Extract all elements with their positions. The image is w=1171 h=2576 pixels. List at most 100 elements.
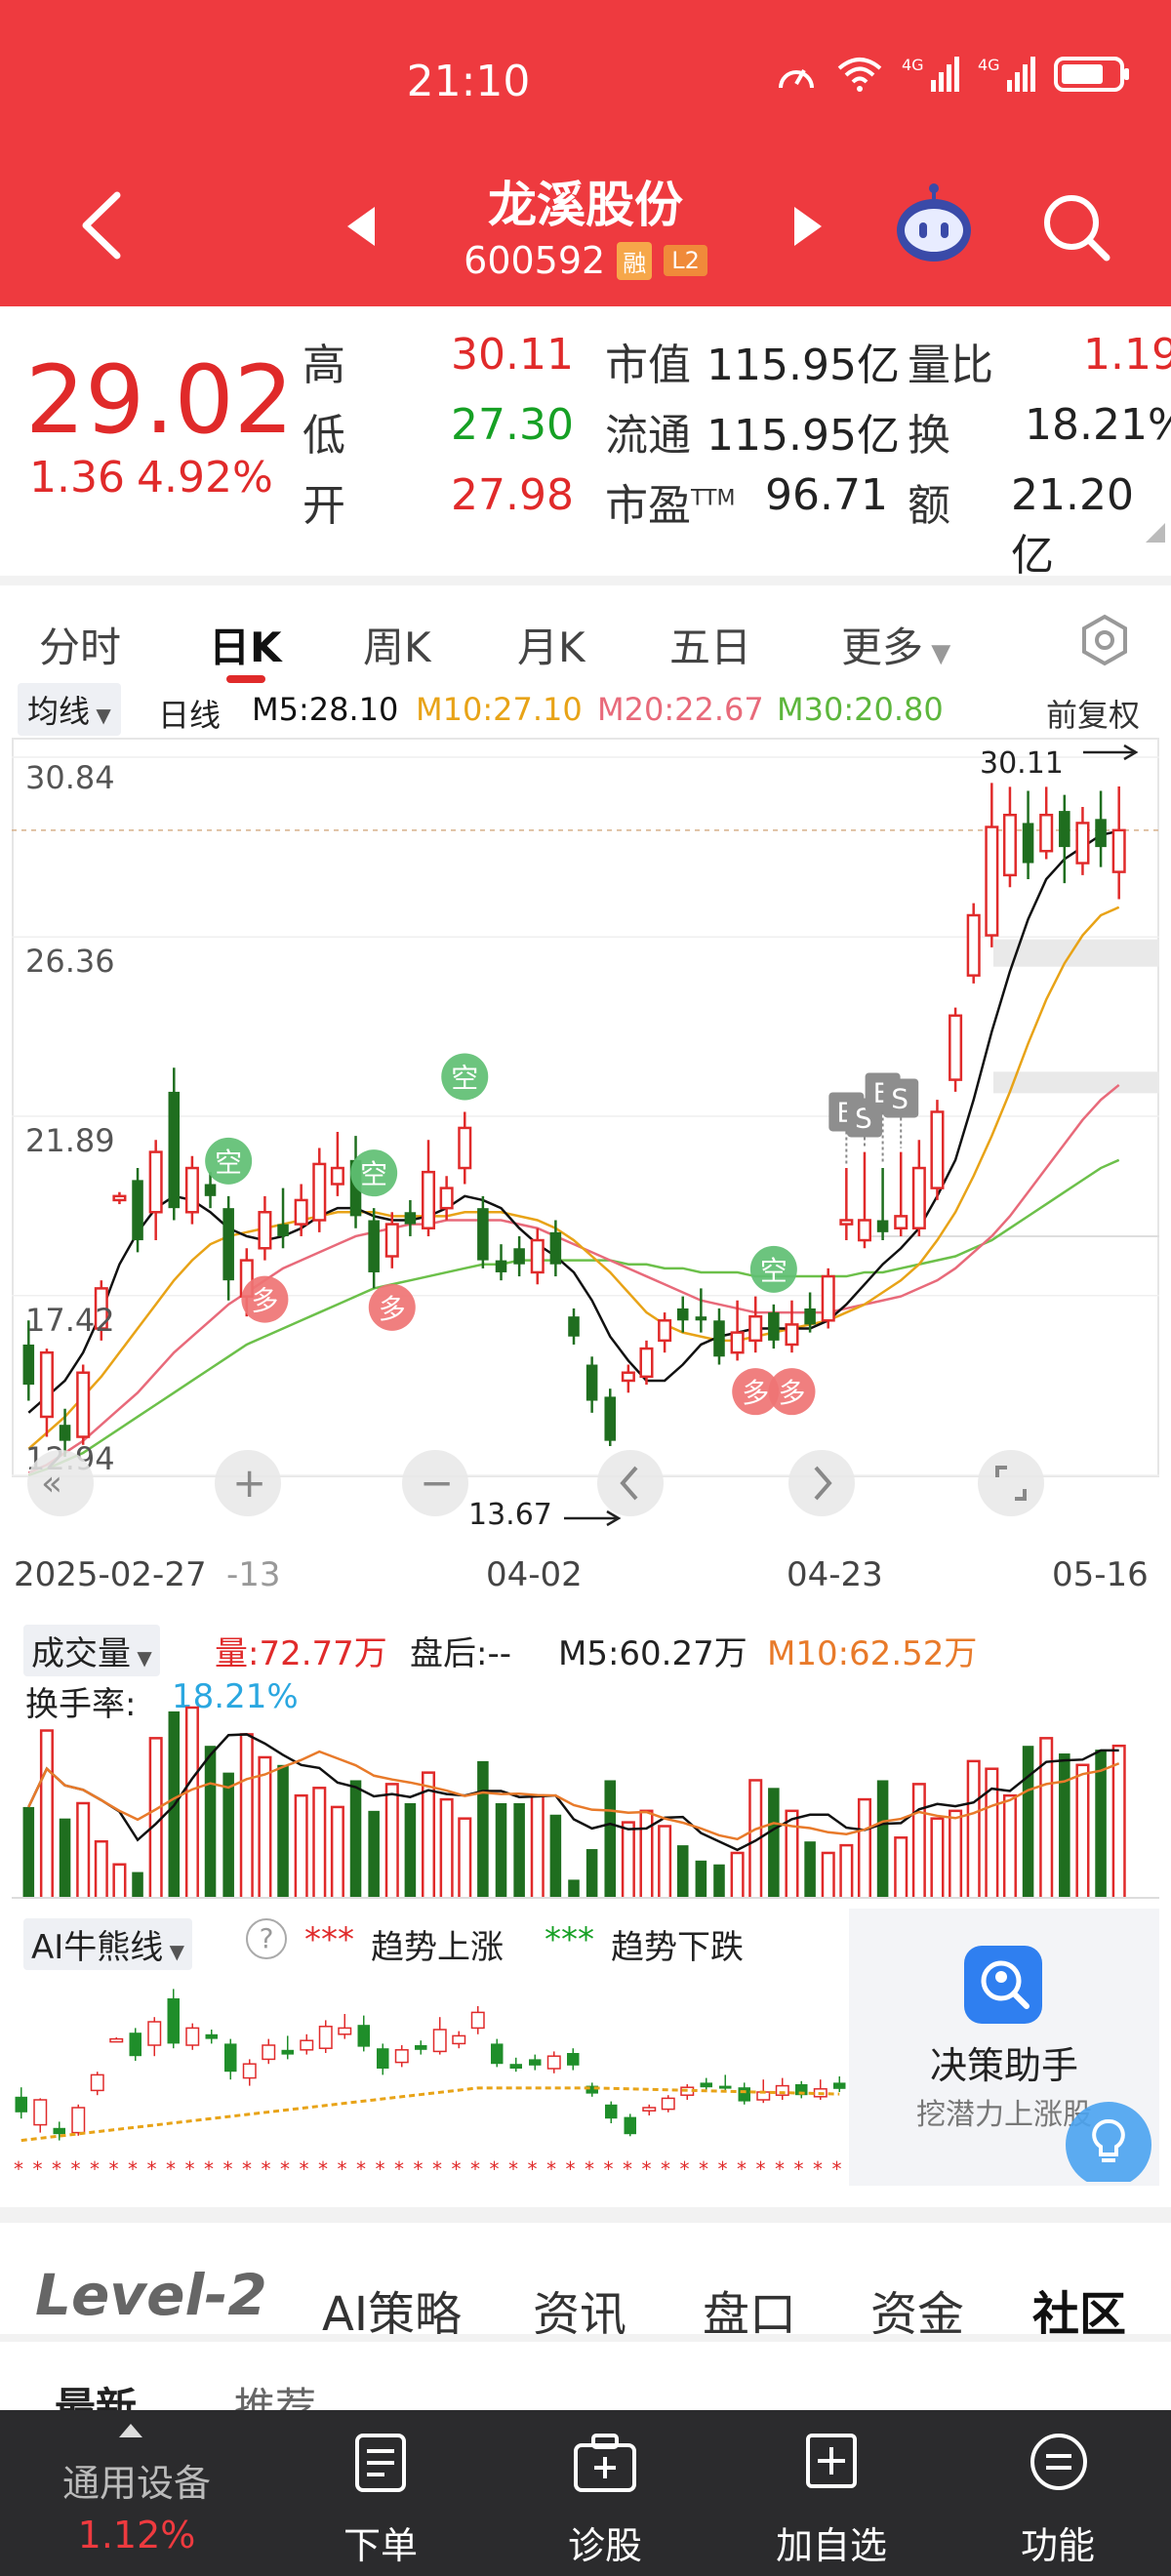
chart-tabs: 分时 日K 周K 月K 五日 更多 ▼ [0, 576, 1171, 683]
y-tick-label: 30.84 [25, 759, 115, 796]
volume-bar [894, 1836, 909, 1899]
ai-trend-star: * [204, 2157, 214, 2181]
tab-weekly-k[interactable]: 周K [363, 624, 431, 671]
decision-assistant-card[interactable]: 决策助手 挖潜力上涨股 [849, 1909, 1159, 2186]
up-legend-label: 趋势上涨 [371, 1928, 504, 1967]
turnover-value: 18.21% [1025, 400, 1171, 450]
robot-assistant-icon[interactable] [890, 181, 978, 269]
volume-bar [911, 1783, 926, 1899]
volume-selector[interactable]: 成交量 ▼ [23, 1625, 160, 1676]
next-stock-icon[interactable] [792, 207, 822, 246]
sell-signal-marker [350, 1149, 398, 1197]
signal-label: 空 [451, 1062, 478, 1094]
ai-trend-star: * [623, 2157, 632, 2181]
candle-body [713, 1320, 725, 1357]
candle-body [568, 1316, 580, 1337]
volume-bar [1095, 1750, 1107, 1899]
tab-funds[interactable]: 资金 [870, 2287, 965, 2342]
volume-bar [568, 1879, 580, 1899]
nav-diagnose[interactable]: 诊股 [507, 2410, 703, 2576]
candle-body [821, 1274, 835, 1322]
tab-community[interactable]: 社区 [1032, 2287, 1127, 2342]
level2-tag: L2 [664, 245, 707, 276]
float-value: 115.95亿 [707, 411, 900, 461]
expand-corner-icon[interactable] [1146, 523, 1165, 543]
lightbulb-button-icon[interactable] [1060, 2100, 1157, 2182]
candle-body [1095, 819, 1107, 848]
functions-icon [1030, 2434, 1087, 2490]
candle-body [621, 1371, 635, 1383]
ai-candle-body [795, 2084, 808, 2096]
candle-body [530, 1238, 545, 1274]
candle-body [804, 1308, 816, 1325]
ai-trend-star: * [147, 2157, 157, 2181]
ai-trend-star: * [661, 2157, 670, 2181]
scroll-left-button[interactable] [597, 1450, 664, 1516]
ma-selector[interactable]: 均线 ▼ [18, 683, 121, 736]
active-tab-indicator [226, 675, 265, 683]
plus-icon: + [232, 1459, 266, 1507]
nav-add-watchlist[interactable]: 加自选 [734, 2410, 929, 2576]
sell-signal-marker [441, 1053, 489, 1101]
add-watchlist-icon [806, 2434, 857, 2488]
tab-monthly-k[interactable]: 月K [517, 624, 586, 671]
ai-trend-star: * [680, 2157, 690, 2181]
quote-panel: 29.02 1.36 4.92% 高 30.11 低 27.30 开 27.98… [0, 306, 1171, 581]
tab-news[interactable]: 资讯 [533, 2287, 627, 2342]
tab-ai-strategy[interactable]: AI策略 [322, 2287, 462, 2342]
volume-ma10-line [27, 1750, 1120, 1841]
nav-functions[interactable]: 功能 [960, 2410, 1155, 2576]
nav-order[interactable]: 下单 [283, 2410, 478, 2576]
candle-body [439, 1187, 454, 1210]
tab-orderbook[interactable]: 盘口 [703, 2287, 797, 2342]
volume-bar [22, 1806, 35, 1899]
candle-body [458, 1126, 472, 1170]
ai-trend-star: * [300, 2157, 309, 2181]
decision-subtitle: 挖潜力上涨股 [916, 2098, 1092, 2132]
ai-trend-star: * [242, 2157, 252, 2181]
tab-five-day[interactable]: 五日 [669, 624, 752, 671]
volume-bar [404, 1803, 417, 1899]
tab-level2[interactable]: Level-2 [35, 2262, 267, 2328]
volume-bar [1022, 1746, 1034, 1899]
zoom-in-button[interactable] [215, 1450, 281, 1516]
tab-more[interactable]: 更多 ▼ [841, 624, 951, 671]
candle-body [59, 1425, 71, 1441]
adjust-mode[interactable]: 前复权 [1046, 697, 1141, 734]
tab-intraday[interactable]: 分时 [39, 624, 122, 671]
scroll-right-button[interactable] [788, 1450, 855, 1516]
tab-daily-k[interactable]: 日K [209, 624, 282, 671]
candle-body [39, 1350, 54, 1419]
scroll-left-fast-button[interactable] [27, 1450, 94, 1516]
ai-candles [15, 1989, 846, 2141]
prev-stock-icon[interactable] [347, 207, 377, 246]
fullscreen-button[interactable] [978, 1450, 1044, 1516]
settings-hexagon-icon[interactable] [1077, 613, 1132, 667]
volume-bar [258, 1755, 272, 1899]
help-icon[interactable]: ? [246, 1918, 287, 1959]
candle-body [132, 1180, 143, 1241]
ai-candle-body [833, 2082, 846, 2089]
nav-order-label: 下单 [343, 2524, 418, 2567]
ai-candle-body [147, 2021, 162, 2046]
volume-bar [184, 1706, 199, 1899]
buy-signal-marker [768, 1368, 816, 1416]
ai-trend-star: * [338, 2157, 347, 2181]
ai-trend-line [20, 2086, 840, 2143]
device-indicator[interactable]: 通用设备 1.12% [39, 2410, 234, 2576]
volume-bar [1075, 1763, 1090, 1899]
pe-value: 96.71 [765, 470, 888, 520]
ai-selector[interactable]: AI牛熊线 ▼ [23, 1918, 193, 1970]
volume-bar [839, 1843, 854, 1899]
zoom-out-button[interactable] [402, 1450, 468, 1516]
back-icon[interactable] [78, 191, 123, 260]
mcap-label: 市值 [605, 341, 691, 390]
signal-label: 多 [742, 1377, 769, 1409]
volume-bar [768, 1788, 780, 1899]
ai-trend-star: * [90, 2157, 100, 2181]
ai-candle-body [262, 2044, 276, 2061]
ai-candle-body [605, 2104, 618, 2119]
search-icon[interactable] [1040, 191, 1112, 263]
